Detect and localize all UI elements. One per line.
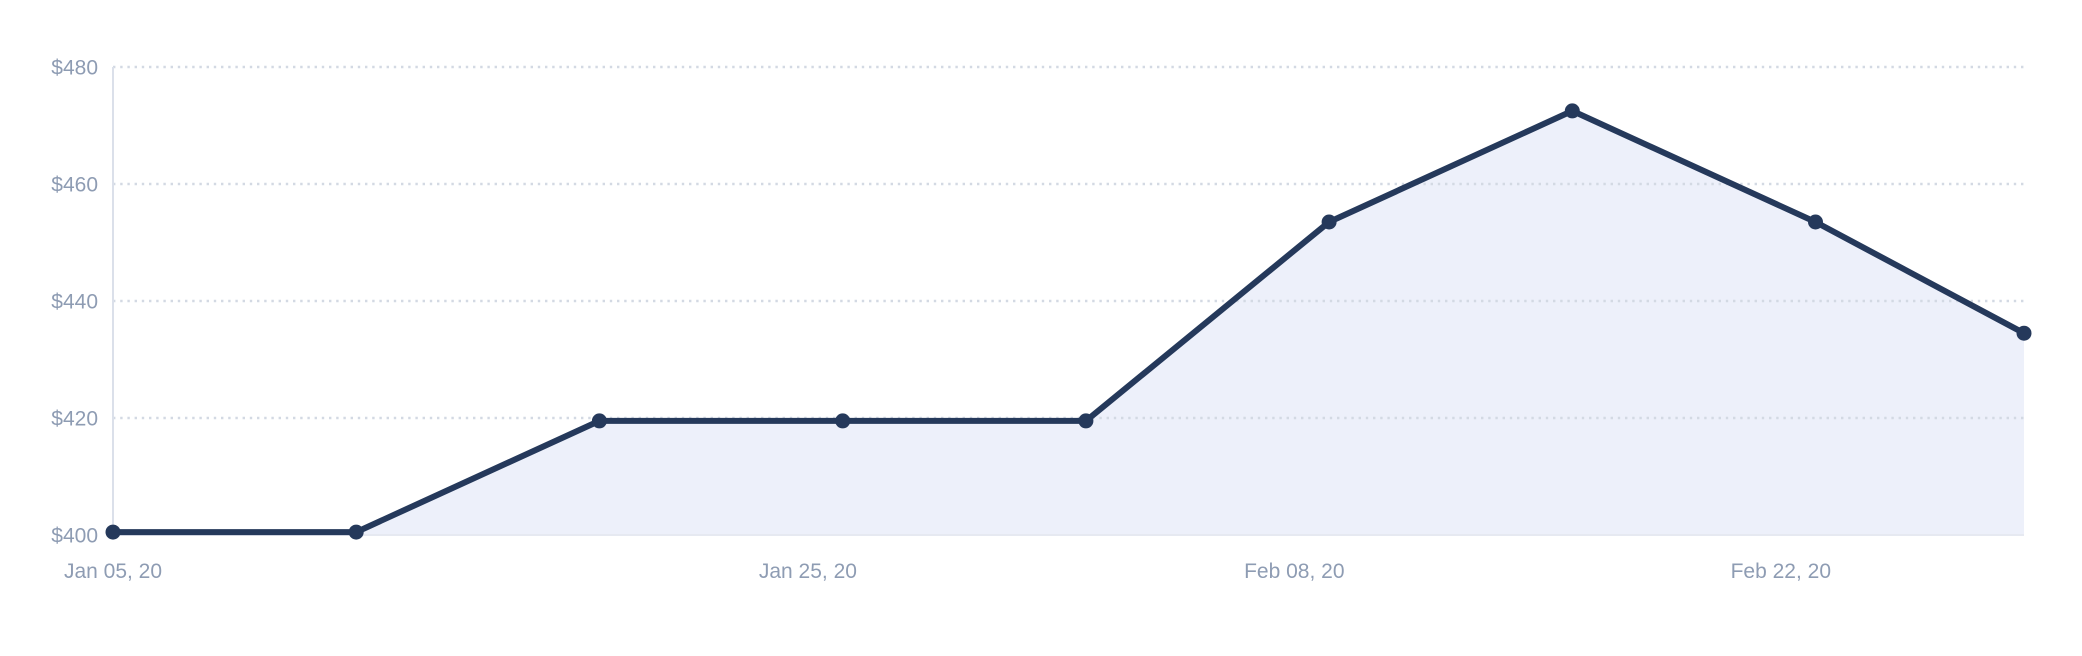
y-tick-label: $440 <box>51 291 98 314</box>
data-point-7[interactable] <box>1808 214 1823 230</box>
data-point-6[interactable] <box>1564 103 1580 119</box>
x-tick-label: Jan 05, 20 <box>64 560 162 583</box>
data-point-4[interactable] <box>1078 413 1094 429</box>
data-point-8[interactable] <box>2016 325 2032 341</box>
x-tick-label: Feb 08, 20 <box>1244 560 1344 583</box>
data-point-5[interactable] <box>1321 214 1337 230</box>
data-point-2[interactable] <box>591 413 607 429</box>
y-tick-label: $480 <box>51 57 98 80</box>
x-tick-label: Feb 22, 20 <box>1731 560 1831 583</box>
x-tick-label: Jan 25, 20 <box>759 560 857 583</box>
price-area <box>113 110 2024 536</box>
data-point-1[interactable] <box>348 524 364 540</box>
y-tick-label: $400 <box>51 525 98 548</box>
data-point-0[interactable] <box>105 524 121 540</box>
y-tick-label: $420 <box>51 408 98 431</box>
data-point-3[interactable] <box>835 413 851 429</box>
y-tick-label: $460 <box>51 174 98 197</box>
